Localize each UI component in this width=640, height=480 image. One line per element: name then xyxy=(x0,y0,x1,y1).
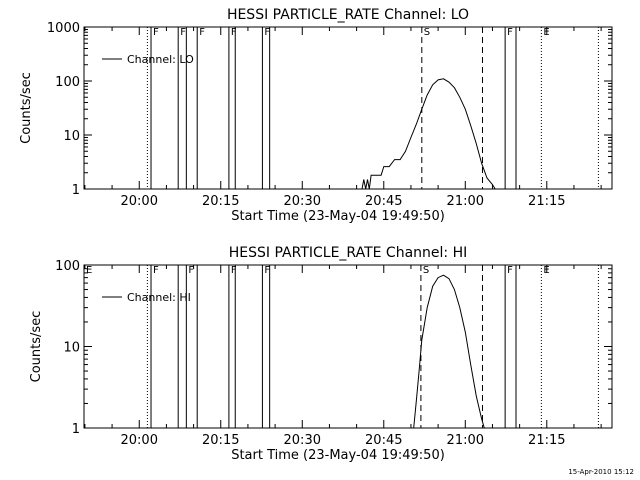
x-tick-label: 21:00 xyxy=(447,433,484,448)
x-tick-label: 21:00 xyxy=(447,194,484,209)
x-tick-label: 20:30 xyxy=(284,194,321,209)
event-marker-label: F xyxy=(264,265,270,276)
x-tick-label: 20:45 xyxy=(365,433,402,448)
y-tick-label: 100 xyxy=(55,75,80,90)
x-tick-label: 21:15 xyxy=(528,194,565,209)
x-axis-label: Start Time (23-May-04 19:49:50) xyxy=(231,209,445,224)
chart-title: HESSI PARTICLE_RATE Channel: HI xyxy=(229,245,467,261)
chart-title: HESSI PARTICLE_RATE Channel: LO xyxy=(227,7,469,23)
y-tick-label: 10 xyxy=(63,129,80,144)
y-tick-label: 10 xyxy=(63,341,80,356)
x-tick-label: 20:00 xyxy=(121,194,158,209)
event-marker-label: F xyxy=(153,265,159,276)
y-axis-label: Counts/sec xyxy=(29,311,44,383)
event-marker-label: S xyxy=(424,27,430,38)
x-tick-label: 20:15 xyxy=(202,433,239,448)
event-marker-label: S xyxy=(423,265,429,276)
plot-frame xyxy=(83,26,613,190)
event-marker-label: F xyxy=(188,265,194,276)
event-marker-label: F xyxy=(264,27,270,38)
event-marker-label: E xyxy=(86,265,92,276)
x-tick-label: 20:00 xyxy=(121,433,158,448)
y-tick-label: 100 xyxy=(55,259,80,274)
x-tick-label: 20:45 xyxy=(365,194,402,209)
series-line xyxy=(413,274,485,429)
event-marker-label: F xyxy=(507,27,513,38)
chart-panel-2: HESSI PARTICLE_RATE Channel: HI 1 10 100 Cou… xyxy=(29,245,613,463)
event-marker-label: F xyxy=(153,27,159,38)
event-marker-label: F xyxy=(231,265,237,276)
y-tick-label: 1 xyxy=(72,183,80,198)
event-marker-label: E xyxy=(543,27,549,38)
legend-label: Channel: HI xyxy=(127,291,191,304)
event-marker-label: F xyxy=(180,27,186,38)
event-marker-label: E xyxy=(543,265,549,276)
footer-timestamp: 15-Apr-2010 15:12 xyxy=(568,468,634,476)
x-tick-label: 20:15 xyxy=(202,194,239,209)
legend-label: Channel: LO xyxy=(127,53,194,66)
chart-panel-1: HESSI PARTICLE_RATE Channel: LO 1 10 100 100… xyxy=(19,7,613,224)
series-line xyxy=(361,78,496,190)
x-tick-label: 20:30 xyxy=(284,433,321,448)
event-marker-label: F xyxy=(507,265,513,276)
y-tick-label: 1000 xyxy=(47,21,80,36)
y-axis-label: Counts/sec xyxy=(19,72,34,144)
y-tick-label: 1 xyxy=(72,422,80,437)
x-tick-label: 21:15 xyxy=(528,433,565,448)
event-marker-label: F xyxy=(231,27,237,38)
event-marker-label: F xyxy=(199,27,205,38)
x-axis-label: Start Time (23-May-04 19:49:50) xyxy=(231,448,445,463)
